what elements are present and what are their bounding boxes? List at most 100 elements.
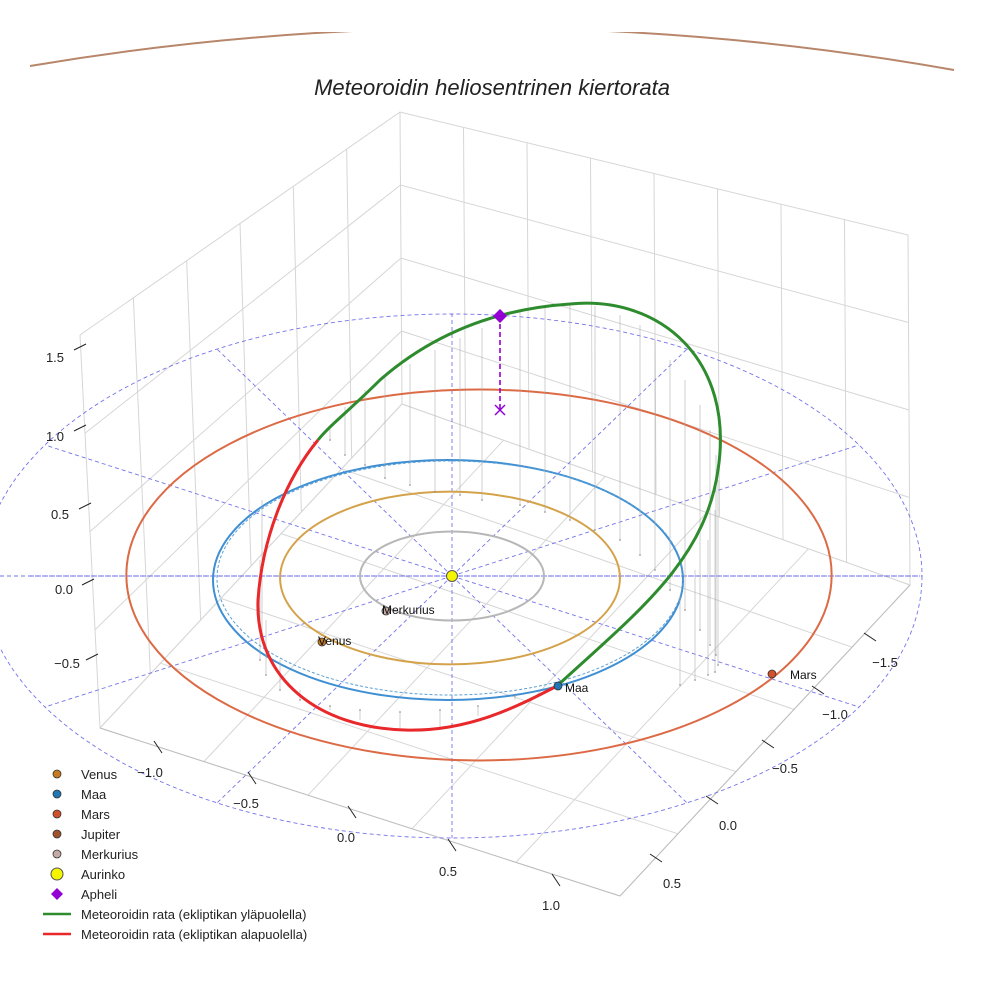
z-tick-label: −0.5: [54, 656, 80, 671]
drop-line-foot: [679, 684, 681, 686]
floor-grid-line: [515, 548, 809, 863]
drop-line-foot: [434, 491, 436, 493]
legend-marker-1: [52, 789, 62, 799]
axis-line-x: [99, 727, 621, 897]
planet-marker-mars: [767, 669, 777, 679]
drop-line-foot: [569, 519, 571, 521]
x-tick-mark: [551, 873, 561, 887]
floor-grid-line: [411, 512, 708, 830]
floor-grid-line: [160, 662, 679, 835]
drop-line-foot: [344, 454, 346, 456]
chart-title: Meteoroidin heliosentrinen kiertorata: [314, 75, 670, 100]
pane-grid-line: [94, 330, 910, 631]
legend-label-5: Aurinko: [81, 867, 125, 882]
z-tick-label: 1.5: [46, 350, 64, 365]
drop-line-foot: [384, 477, 386, 479]
legend-marker-6: [51, 888, 63, 900]
drop-line-foot: [409, 484, 411, 486]
x-tick-label: 1.0: [542, 898, 560, 913]
floor-grid-line: [341, 468, 853, 648]
x-tick-mark: [447, 838, 457, 852]
x-tick-label: 0.0: [337, 830, 355, 845]
ecliptic-radial-line: [216, 575, 453, 804]
ecliptic-radial-line: [451, 575, 688, 804]
drop-line-foot: [709, 644, 711, 646]
floor-grid-line: [220, 597, 737, 773]
axis-ticks: 1.5 1.0 0.5 0.0 −0.5 −1.0 −0.5 0.0 0.5 1.0 −1.5 −1.…: [46, 343, 898, 913]
legend: Venus Maa Mars Jupiter Merkurius Aurinko Aphel…: [43, 767, 307, 942]
drop-line-foot: [299, 699, 301, 701]
x-tick-mark: [247, 771, 257, 785]
z-tick-mark: [85, 653, 99, 661]
drop-line-foot: [481, 499, 483, 501]
drop-line-foot: [619, 539, 621, 541]
z-tick-mark: [73, 424, 87, 432]
x-tick-label: −1.0: [137, 765, 163, 780]
z-tick-mark: [73, 343, 87, 351]
x-tick-label: −0.5: [233, 796, 259, 811]
z-tick-mark: [81, 578, 95, 586]
drop-line-foot: [439, 709, 441, 711]
floor-grid-line: [307, 476, 606, 796]
legend-marker-2: [52, 809, 62, 819]
floor-grid-line: [281, 533, 795, 710]
y-tick-mark: [705, 795, 719, 805]
drop-line-foot: [694, 679, 696, 681]
legend-label-1: Maa: [81, 787, 107, 802]
drop-line-foot: [329, 705, 331, 707]
z-tick-mark: [78, 502, 92, 510]
drop-line-foot: [477, 705, 479, 707]
drop-line-foot: [329, 439, 331, 441]
drop-line-foot: [364, 464, 366, 466]
ecliptic-radial-line: [451, 575, 860, 708]
planet-label-maa: Maa: [565, 681, 589, 695]
legend-marker-4: [52, 849, 62, 859]
orbit-venus: [279, 490, 621, 666]
planet-marker-merkurius: [381, 606, 391, 616]
legend-label-7: Meteoroidin rata (ekliptikan yläpuolella…: [81, 907, 306, 922]
axis-line-y: [619, 584, 911, 897]
legend-label-3: Jupiter: [81, 827, 121, 842]
drop-line-foot: [639, 554, 641, 556]
drop-line-foot: [699, 629, 701, 631]
x-tick-label: 0.5: [439, 864, 457, 879]
y-tick-label: 0.5: [663, 876, 681, 891]
z-tick-label: 0.5: [51, 507, 69, 522]
drop-line-foot: [669, 589, 671, 591]
apheli-projection-marker: [494, 404, 506, 416]
y-tick-label: −1.0: [822, 707, 848, 722]
legend-label-4: Merkurius: [81, 847, 139, 862]
drop-line-foot: [654, 569, 656, 571]
drop-line-foot: [714, 671, 716, 673]
drop-line-foot: [399, 711, 401, 713]
y-tick-label: −0.5: [772, 761, 798, 776]
planet-orbits: [29, 0, 955, 762]
orbit-jupiter: [29, 26, 955, 71]
z-tick-label: 0.0: [55, 582, 73, 597]
pane-grid-line: [89, 257, 910, 532]
legend-marker-5: [50, 867, 64, 881]
ecliptic-radial-line: [451, 348, 688, 577]
drop-line-foot: [279, 689, 281, 691]
orbit-mars: [125, 388, 833, 762]
y-tick-mark: [649, 853, 663, 863]
drop-line-foot: [259, 659, 261, 661]
markers: Merkurius Venus Maa Mars: [317, 309, 817, 695]
drop-line-foot: [715, 654, 717, 656]
drop-line-foot: [684, 609, 686, 611]
planet-marker-venus: [317, 637, 327, 647]
meteoroid-path-above: [316, 301, 722, 688]
pane-grid-line: [99, 403, 911, 729]
drop-line-foot: [707, 674, 709, 676]
floor-grid-line: [99, 403, 403, 729]
x-tick-mark: [347, 805, 357, 819]
legend-marker-0: [52, 769, 62, 779]
ecliptic-radial-line: [44, 444, 453, 577]
legend-label-8: Meteoroidin rata (ekliptikan alapuolella…: [81, 927, 307, 942]
orbit-jupiter-gap: [270, 0, 690, 32]
y-tick-mark: [761, 739, 775, 749]
legend-marker-3: [52, 829, 62, 839]
legend-label-2: Mars: [81, 807, 110, 822]
planet-label-merkurius: Merkurius: [382, 603, 435, 617]
floor-grid-line: [401, 403, 911, 586]
